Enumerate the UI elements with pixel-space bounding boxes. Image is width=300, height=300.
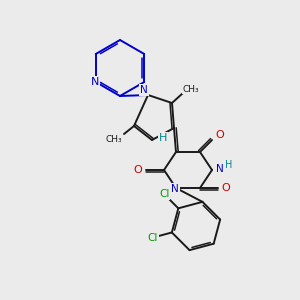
Text: Cl: Cl xyxy=(159,189,169,199)
Text: N: N xyxy=(216,164,224,174)
Text: H: H xyxy=(159,133,167,143)
Text: O: O xyxy=(222,183,230,193)
Text: N: N xyxy=(171,184,179,194)
Text: O: O xyxy=(216,130,224,140)
Text: N: N xyxy=(140,85,148,95)
Text: CH₃: CH₃ xyxy=(183,85,199,94)
Text: H: H xyxy=(225,160,233,170)
Text: O: O xyxy=(134,165,142,175)
Text: Cl: Cl xyxy=(147,232,158,243)
Text: CH₃: CH₃ xyxy=(106,134,122,143)
Text: N: N xyxy=(91,77,99,87)
